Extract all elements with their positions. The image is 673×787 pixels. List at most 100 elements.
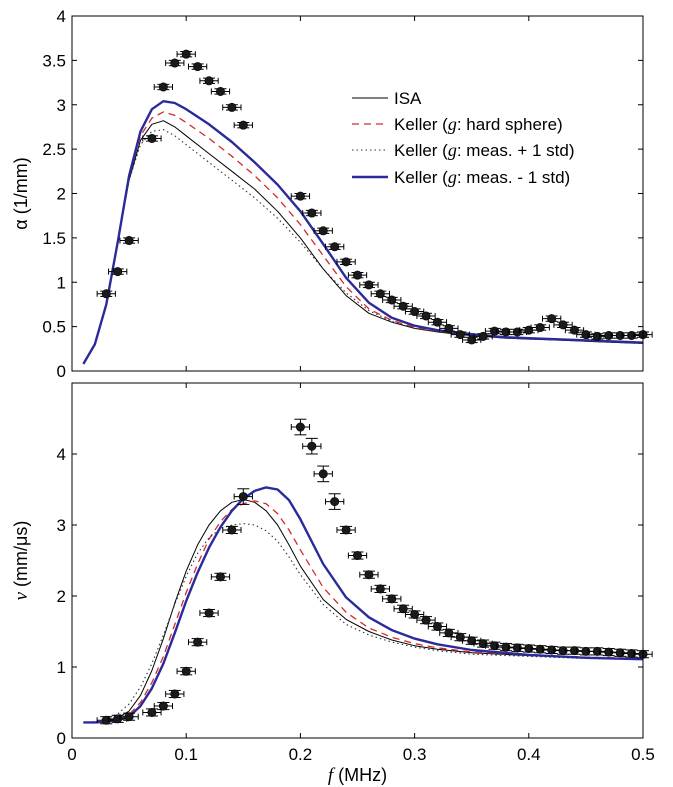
velocity-measured-point	[347, 551, 368, 561]
velocity-measured-point	[370, 584, 390, 594]
attenuation-y-tick-label: 0	[57, 362, 66, 381]
velocity-measured-point	[427, 622, 448, 632]
attenuation-measured-point	[542, 314, 562, 324]
legend-entry: Keller (g: meas. - 1 std)	[352, 167, 570, 187]
attenuation-y-tick-label: 1.5	[42, 229, 66, 248]
velocity-x-tick-label: 0.1	[174, 745, 198, 764]
attenuation-measured-point	[176, 49, 196, 59]
legend: ISA Keller (g: hard sphere) Keller (g: mea…	[352, 89, 575, 187]
velocity-measured-point	[199, 608, 219, 618]
attenuation-measured-point	[370, 289, 390, 299]
velocity-y-tick-label: 3	[57, 516, 66, 535]
velocity-ticks: 0 0.1 0.2 0.3 0.4 0.5 0 1 2 3 4	[57, 383, 655, 764]
attenuation-measured-point	[313, 226, 333, 236]
attenuation-measured-point	[347, 270, 368, 280]
attenuation-measured-point	[108, 267, 128, 277]
attenuation-measured-point	[564, 325, 585, 335]
attenuation-measured-point	[142, 133, 162, 143]
attenuation-measured-point	[210, 86, 231, 96]
velocity-y-axis-label: v (mm/μs)	[11, 521, 32, 601]
legend-label: Keller (g: hard sphere)	[394, 114, 563, 134]
attenuation-measured-point	[450, 330, 470, 340]
velocity-x-axis-label: f (MHz)	[328, 765, 387, 786]
velocity-measured-point	[176, 666, 196, 676]
attenuation-measured-point	[404, 307, 425, 317]
attenuation-plot-area	[72, 16, 643, 371]
velocity-y-tick-label: 0	[57, 729, 66, 748]
velocity-x-tick-label: 0	[67, 745, 76, 764]
attenuation-measured-point	[199, 76, 219, 86]
attenuation-measured-point	[233, 120, 253, 130]
attenuation-measured-points	[96, 49, 653, 345]
attenuation-y-tick-label: 4	[57, 7, 66, 26]
attenuation-panel: 0 0.5 1 1.5 2 2.5 3 3.5 4 α (1/mm) ISA Keller (g:…	[11, 7, 653, 381]
velocity-y-tick-label: 2	[57, 587, 66, 606]
velocity-measured-point	[359, 570, 379, 580]
attenuation-measured-point	[222, 102, 242, 112]
velocity-x-tick-label: 0.2	[289, 745, 313, 764]
velocity-measured-point	[416, 615, 436, 625]
attenuation-measured-point	[473, 331, 493, 341]
legend-label: Keller (g: meas. + 1 std)	[394, 140, 575, 160]
velocity-plot-area	[72, 383, 643, 738]
velocity-measured-point	[382, 594, 402, 604]
attenuation-y-tick-label: 3	[57, 96, 66, 115]
attenuation-measured-point	[153, 82, 173, 92]
attenuation-measured-point	[382, 295, 402, 305]
attenuation-y-tick-label: 2.5	[42, 140, 66, 159]
attenuation-series-line	[82, 99, 643, 365]
attenuation-measured-point	[416, 311, 436, 321]
velocity-measured-point	[153, 701, 173, 711]
attenuation-measured-point	[530, 323, 550, 333]
velocity-axes-frame	[71, 382, 644, 739]
velocity-series-line	[83, 486, 643, 724]
attenuation-y-tick-label: 0.5	[42, 318, 66, 337]
attenuation-y-axis-label: α (1/mm)	[11, 157, 31, 229]
velocity-measured-point	[325, 493, 345, 510]
attenuation-y-tick-label: 3.5	[42, 51, 66, 70]
attenuation-series-group	[82, 99, 643, 365]
attenuation-measured-point	[359, 280, 379, 290]
attenuation-measured-point	[553, 320, 573, 330]
velocity-series-line	[83, 500, 643, 724]
legend-entry: Keller (g: hard sphere)	[352, 114, 563, 134]
velocity-measured-point	[165, 689, 185, 699]
attenuation-measured-point	[187, 62, 208, 72]
velocity-y-tick-label: 4	[57, 445, 66, 464]
attenuation-measured-point	[507, 327, 528, 337]
velocity-series-group	[83, 486, 643, 724]
attenuation-ticks: 0 0.5 1 1.5 2 2.5 3 3.5 4	[42, 7, 644, 381]
legend-entry: ISA	[352, 89, 422, 108]
attenuation-measured-point	[336, 257, 356, 267]
velocity-measured-points	[96, 418, 653, 725]
legend-label: ISA	[394, 89, 422, 108]
attenuation-measured-point	[302, 208, 322, 218]
velocity-panel: 0 0.1 0.2 0.3 0.4 0.5 0 1 2 3 4 v (mm/μs) f (MHz)	[11, 382, 655, 786]
attenuation-measured-point	[427, 317, 448, 327]
velocity-measured-point	[439, 628, 459, 638]
velocity-series-line	[83, 523, 643, 723]
attenuation-measured-point	[96, 289, 116, 299]
velocity-x-tick-label: 0.4	[517, 745, 541, 764]
velocity-series-line	[83, 498, 643, 723]
velocity-y-tick-label: 1	[57, 658, 66, 677]
velocity-measured-point	[393, 604, 413, 614]
velocity-measured-point	[222, 525, 242, 535]
velocity-measured-point	[210, 572, 231, 582]
attenuation-y-tick-label: 1	[57, 273, 66, 292]
velocity-measured-point	[119, 712, 139, 722]
velocity-x-tick-label: 0.5	[631, 745, 655, 764]
attenuation-series-line	[82, 129, 643, 365]
velocity-measured-point	[233, 488, 253, 505]
attenuation-measured-point	[165, 58, 185, 68]
legend-entry: Keller (g: meas. + 1 std)	[352, 140, 575, 160]
velocity-x-tick-label: 0.3	[403, 745, 427, 764]
attenuation-measured-point	[290, 191, 311, 201]
velocity-measured-point	[187, 637, 208, 647]
velocity-measured-point	[336, 525, 356, 535]
legend-label: Keller (g: meas. - 1 std)	[394, 167, 570, 187]
velocity-measured-point	[142, 707, 162, 717]
velocity-measured-point	[404, 609, 425, 619]
velocity-measured-point	[313, 465, 333, 483]
